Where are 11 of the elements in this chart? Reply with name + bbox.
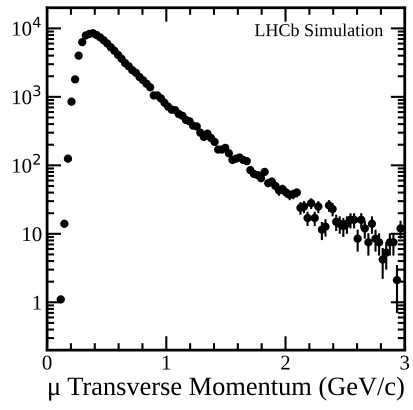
- x-tick-label: 3: [400, 356, 410, 370]
- x-tick-label: 2: [281, 356, 290, 370]
- y-tick-label: 10: [23, 227, 42, 242]
- x-axis-title: μ Transverse Momentum (GeV/c): [49, 376, 404, 401]
- y-tick-label: 10$^{4}$: [13, 16, 41, 36]
- annotation: LHCb Simulation: [254, 24, 384, 36]
- x-tick-label: 1: [162, 356, 170, 370]
- x-tick-label: 0: [42, 356, 52, 370]
- y-tick-label: 10$^{2}$: [13, 154, 40, 173]
- y-tick-label: 10$^{3}$: [13, 85, 40, 104]
- y-tick-label: 1: [34, 296, 41, 310]
